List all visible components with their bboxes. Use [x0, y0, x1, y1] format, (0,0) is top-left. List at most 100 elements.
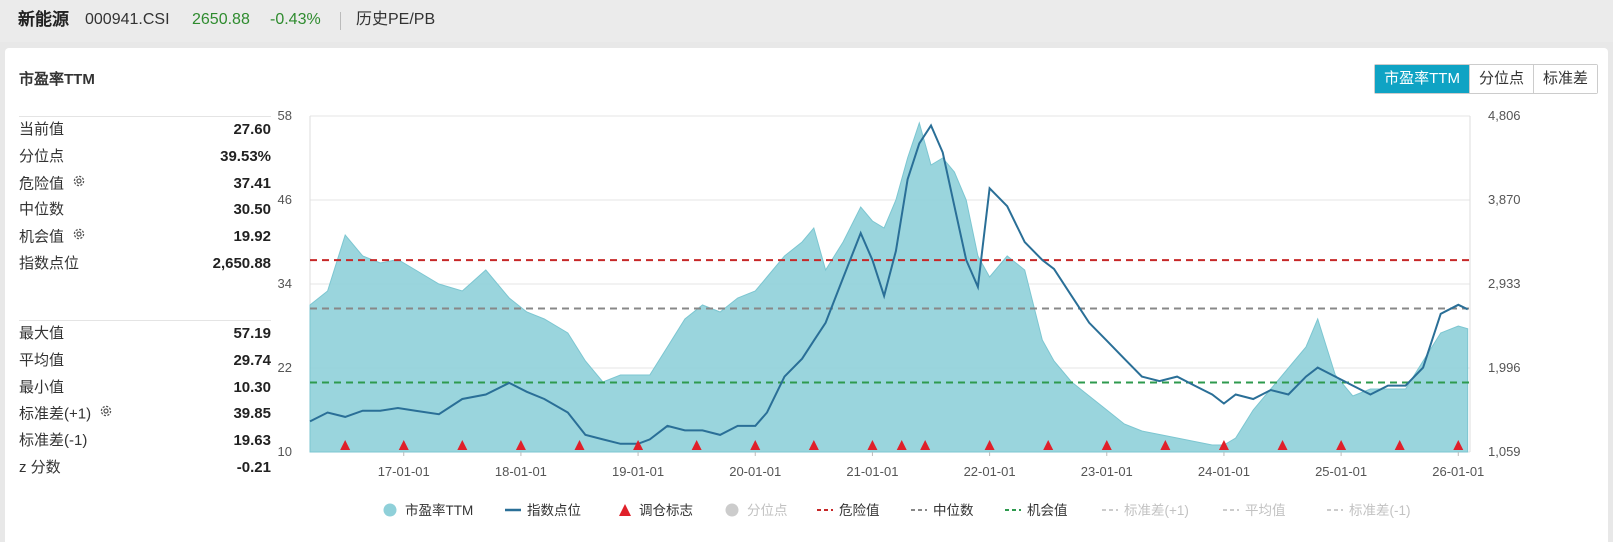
- legend-item[interactable]: 标准差(+1): [1102, 503, 1189, 518]
- stat-label: 平均值: [19, 351, 65, 369]
- legend-item[interactable]: 危险值: [817, 503, 880, 518]
- rebalance-marker: [1336, 440, 1347, 450]
- metric-tabs: 市盈率TTM 分位点 标准差: [1374, 64, 1598, 94]
- rebalance-marker: [984, 440, 995, 450]
- stat-row: 最小值 10.30: [19, 375, 271, 402]
- stat-label: 当前值: [19, 121, 65, 138]
- valuation-panel: 市盈率TTM 市盈率TTM 分位点 标准差 当前值 27.60 分位点 39.53% 危…: [5, 48, 1608, 542]
- x-tick-label: 20-01-01: [729, 464, 781, 479]
- rebalance-marker: [515, 440, 526, 450]
- rebalance-marker: [867, 440, 878, 450]
- legend-label: 标准差(-1): [1349, 503, 1411, 518]
- legend-item[interactable]: 调仓标志: [619, 503, 693, 518]
- index-change: -0.43%: [270, 11, 321, 28]
- legend-item[interactable]: 分位点: [725, 503, 788, 518]
- stats-current: 当前值 27.60 分位点 39.53% 危险值 37.41 中位数 30.50 机会值 19.9…: [19, 116, 271, 278]
- history-pe-pb-link[interactable]: 历史PE/PB: [356, 11, 436, 28]
- stat-value: 39.53%: [220, 147, 271, 165]
- stat-row: 当前值 27.60: [19, 117, 271, 144]
- legend-item[interactable]: 中位数: [911, 503, 974, 518]
- settings-gear-icon[interactable]: [99, 401, 113, 428]
- stats-summary: 最大值 57.19 平均值 29.74 最小值 10.30 标准差(+1) 39.85 标准差(…: [19, 320, 271, 482]
- stat-value: 10.30: [233, 378, 271, 396]
- rebalance-marker: [1218, 440, 1229, 450]
- header-divider: [340, 12, 341, 30]
- header-bar: 新能源 000941.CSI 2650.88 -0.43% 历史PE/PB: [0, 0, 1613, 42]
- legend-label: 分位点: [747, 503, 788, 518]
- stat-label: 指数点位: [19, 254, 80, 272]
- tab-pe-ttm[interactable]: 市盈率TTM: [1375, 65, 1469, 93]
- legend-label: 市盈率TTM: [405, 502, 473, 518]
- stat-label: 标准差(+1): [19, 401, 113, 428]
- x-tick-label: 24-01-01: [1198, 464, 1250, 479]
- legend-item[interactable]: 标准差(-1): [1327, 503, 1411, 518]
- y-left-tick-label: 34: [278, 276, 292, 291]
- x-tick-label: 23-01-01: [1081, 464, 1133, 479]
- y-right-tick-label: 1,996: [1488, 360, 1521, 375]
- legend-label: 平均值: [1245, 503, 1286, 518]
- legend-label: 调仓标志: [639, 503, 693, 518]
- legend-label: 机会值: [1027, 503, 1068, 518]
- settings-gear-icon[interactable]: [72, 171, 86, 198]
- panel-title: 市盈率TTM: [19, 71, 95, 88]
- stat-row: 机会值 19.92: [19, 224, 271, 251]
- rebalance-marker: [1277, 440, 1288, 450]
- rebalance-marker: [340, 440, 351, 450]
- index-name: 新能源: [18, 10, 69, 29]
- tab-std-dev[interactable]: 标准差: [1532, 65, 1597, 93]
- stat-label: z 分数: [19, 458, 61, 476]
- stat-value: 30.50: [233, 201, 271, 219]
- legend-label: 指数点位: [527, 503, 581, 518]
- y-right-tick-label: 4,806: [1488, 108, 1521, 123]
- rebalance-marker: [808, 440, 819, 450]
- tab-percentile[interactable]: 分位点: [1468, 65, 1533, 93]
- rebalance-marker: [896, 440, 907, 450]
- stat-row: 平均值 29.74: [19, 348, 271, 375]
- index-price: 2650.88: [192, 11, 250, 28]
- x-tick-label: 25-01-01: [1315, 464, 1367, 479]
- stat-value: 2,650.88: [212, 254, 271, 272]
- x-tick-label: 21-01-01: [846, 464, 898, 479]
- legend-item[interactable]: 机会值: [1005, 503, 1068, 518]
- stat-value: 57.19: [233, 325, 271, 342]
- stat-row: 最大值 57.19: [19, 321, 271, 348]
- stat-row: z 分数 -0.21: [19, 455, 271, 482]
- stat-label: 分位点: [19, 147, 65, 165]
- rebalance-marker: [750, 440, 761, 450]
- stat-row: 指数点位 2,650.88: [19, 251, 271, 278]
- stat-label: 标准差(-1): [19, 432, 88, 450]
- legend-label: 标准差(+1): [1124, 503, 1189, 518]
- rebalance-marker: [1453, 440, 1464, 450]
- x-tick-label: 19-01-01: [612, 464, 664, 479]
- stat-value: 37.41: [233, 174, 271, 192]
- rebalance-marker: [920, 440, 931, 450]
- stat-value: -0.21: [236, 458, 271, 476]
- index-code: 000941.CSI: [85, 11, 170, 28]
- stat-value: 29.74: [233, 351, 271, 369]
- y-right-tick-label: 2,933: [1488, 276, 1521, 291]
- series-index-points: [309, 123, 1469, 445]
- stat-row: 标准差(-1) 19.63: [19, 428, 271, 455]
- legend-label: 中位数: [933, 503, 974, 518]
- y-left-tick-label: 22: [278, 360, 292, 375]
- legend-label: 危险值: [839, 503, 880, 518]
- stat-label: 最大值: [19, 325, 65, 342]
- legend-item[interactable]: 指数点位: [505, 503, 581, 518]
- stat-label: 中位数: [19, 201, 65, 219]
- x-tick-label: 18-01-01: [495, 464, 547, 479]
- legend-item[interactable]: 市盈率TTM: [383, 502, 474, 518]
- rebalance-marker: [1043, 440, 1054, 450]
- rebalance-marker: [1160, 440, 1171, 450]
- stat-value: 19.63: [233, 432, 271, 450]
- stat-row: 中位数 30.50: [19, 197, 271, 224]
- legend-item[interactable]: 平均值: [1223, 503, 1286, 518]
- rebalance-marker: [457, 440, 468, 450]
- rebalance-marker: [691, 440, 702, 450]
- y-left-tick-label: 46: [278, 192, 292, 207]
- stat-row: 分位点 39.53%: [19, 144, 271, 171]
- y-left-tick-label: 10: [278, 444, 292, 459]
- stat-row: 标准差(+1) 39.85: [19, 401, 271, 428]
- stat-row: 危险值 37.41: [19, 171, 271, 198]
- settings-gear-icon[interactable]: [72, 224, 86, 251]
- y-right-tick-label: 3,870: [1488, 192, 1521, 207]
